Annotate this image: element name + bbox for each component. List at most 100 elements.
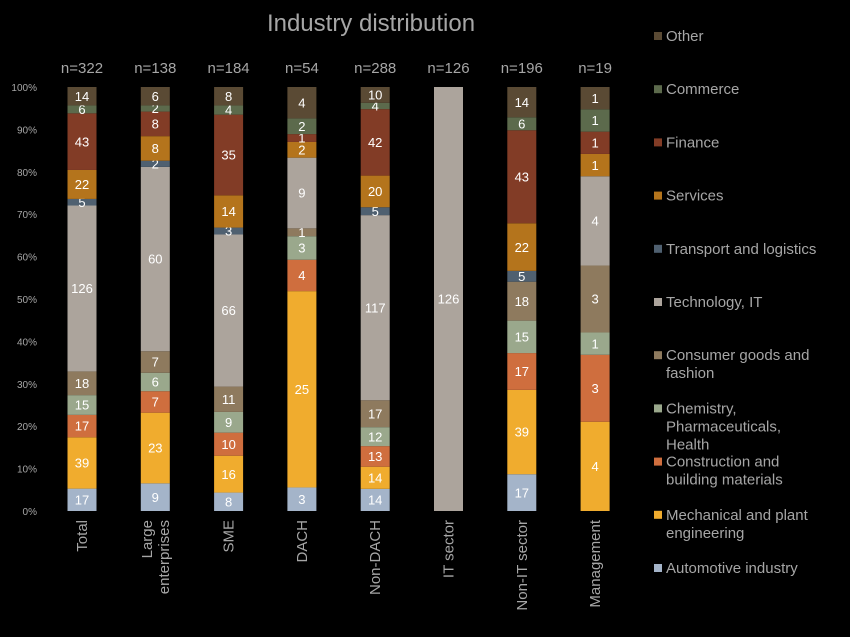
bar-stack: 4 3 1 3 4 1 1 1 1 — [580, 87, 610, 511]
bar-segment — [507, 353, 537, 390]
bar-segment — [67, 205, 97, 372]
x-category-label: Non-IT sector — [514, 520, 531, 611]
data-label: 17 — [75, 492, 89, 507]
data-label: 8 — [225, 494, 232, 509]
bar-segment — [507, 130, 537, 224]
bar-segment — [67, 198, 97, 206]
sample-size-labels: n=322 n=138 n=184 n=54 n=288 n=126 n=196 n=19 — [61, 60, 612, 77]
sample-size-label: n=288 — [354, 60, 396, 77]
legend-marker — [654, 457, 662, 466]
legend-marker — [654, 510, 662, 519]
data-label: 17 — [515, 364, 529, 379]
legend-label: Chemistry, — [666, 400, 737, 417]
data-label: 14 — [368, 470, 382, 485]
bar-segment — [214, 195, 244, 228]
bar-segment — [580, 421, 610, 511]
x-category-label: Non-DACH — [367, 520, 384, 595]
data-label: 126 — [71, 281, 93, 296]
bar-segment — [140, 111, 170, 137]
bar-segment — [67, 488, 97, 511]
bar-segment — [507, 320, 537, 354]
data-label: 1 — [591, 158, 598, 173]
data-label: 10 — [368, 88, 382, 103]
data-label: 5 — [78, 195, 85, 210]
bar-segment — [67, 113, 97, 170]
bar-segment — [580, 176, 610, 266]
bar-segment — [67, 87, 97, 106]
data-label: 18 — [75, 376, 89, 391]
bar-segment — [580, 265, 610, 333]
y-tick-label: 50% — [17, 295, 37, 306]
data-label: 20 — [368, 184, 382, 199]
data-label: 14 — [515, 95, 529, 110]
y-tick-label: 90% — [17, 125, 37, 136]
stacked-bars: 1739171518126522436149237676028826816109… — [67, 87, 610, 511]
bar-segment — [360, 102, 390, 110]
bar-segment — [580, 354, 610, 422]
bar-segment — [214, 411, 244, 433]
data-label: 66 — [221, 303, 235, 318]
bar-segment — [287, 87, 317, 119]
bar-segment — [360, 215, 390, 401]
bar-segment — [140, 412, 170, 484]
x-axis-labels: Total Large enterprises SME DACH Non-DACH IT s… — [74, 519, 604, 610]
legend-label: Health — [666, 436, 709, 453]
bar-segment — [67, 105, 97, 114]
data-label: 2 — [152, 101, 159, 116]
data-label: 14 — [368, 493, 382, 508]
bar-segment — [214, 234, 244, 387]
data-label: 1 — [298, 131, 305, 146]
bar-segment — [507, 474, 537, 511]
data-label: 39 — [515, 425, 529, 440]
bar-segment — [287, 141, 317, 158]
data-label: 10 — [221, 437, 235, 452]
data-label: 23 — [148, 441, 162, 456]
data-label: 25 — [295, 382, 309, 397]
bar-segment — [67, 371, 97, 396]
data-label: 5 — [372, 204, 379, 219]
bar-stack: 17 39 17 15 18 126 5 22 43 614 — [67, 87, 97, 511]
data-label: 4 — [591, 459, 598, 474]
data-label: 7 — [152, 355, 159, 370]
bar-segment — [507, 281, 537, 321]
legend-label: Automotive industry — [666, 560, 798, 577]
data-label: 3 — [591, 292, 598, 307]
bar-segment — [140, 160, 170, 167]
data-label: 2 — [298, 119, 305, 134]
sample-size-label: n=19 — [578, 60, 612, 77]
data-label: 60 — [148, 252, 162, 267]
data-label: 22 — [75, 177, 89, 192]
legend-item: Transport and logistics — [654, 241, 816, 258]
data-label: 4 — [298, 268, 305, 283]
x-category-label: DACH — [294, 520, 311, 563]
bar-segment — [580, 153, 610, 177]
bar-segment — [287, 228, 317, 237]
legend-label: Finance — [666, 134, 719, 151]
y-tick-label: 80% — [17, 168, 37, 179]
legend-label: Commerce — [666, 81, 739, 98]
bar-stack: 126 — [434, 87, 463, 511]
legend-item: Technology, IT — [654, 294, 762, 311]
legend-label: engineering — [666, 525, 744, 542]
data-label: 15 — [515, 330, 529, 345]
y-tick-label: 70% — [17, 210, 37, 221]
legend-item: Finance — [654, 134, 719, 151]
bar-segment — [360, 466, 390, 489]
data-label: 8 — [152, 117, 159, 132]
legend-label: Transport and logistics — [666, 241, 816, 258]
bar-segment — [287, 487, 317, 511]
bar-segment — [214, 105, 244, 115]
data-label: 14 — [221, 204, 235, 219]
y-tick-label: 0% — [23, 507, 38, 518]
bar-segment — [140, 136, 170, 161]
data-label: 43 — [515, 169, 529, 184]
data-label: 12 — [368, 429, 382, 444]
data-label: 1 — [591, 113, 598, 128]
bar-segment — [287, 236, 317, 260]
bar-segment — [214, 432, 244, 456]
legend-marker — [654, 351, 662, 360]
